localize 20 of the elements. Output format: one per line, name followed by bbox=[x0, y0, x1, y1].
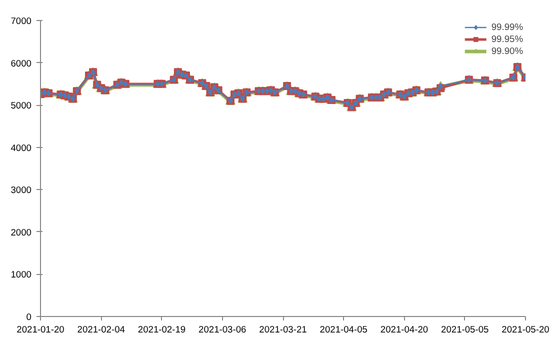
x-tick-label: 2021-04-05 bbox=[320, 324, 368, 334]
x-tick-label: 2021-03-06 bbox=[198, 324, 246, 334]
x-tick-label: 2021-01-20 bbox=[16, 324, 64, 334]
y-tick-label: 2000 bbox=[10, 227, 32, 238]
legend-label: 99.99% bbox=[491, 22, 523, 32]
y-tick-label: 5000 bbox=[10, 100, 32, 111]
y-tick-label: 6000 bbox=[10, 58, 32, 68]
legend-label: 99.90% bbox=[491, 46, 523, 56]
y-tick-label: 7000 bbox=[10, 16, 32, 26]
x-tick-label: 2021-04-20 bbox=[380, 324, 428, 334]
x-tick-label: 2021-05-20 bbox=[502, 324, 550, 334]
y-tick-label: 4000 bbox=[10, 142, 32, 153]
y-tick-label: 3000 bbox=[10, 185, 32, 196]
x-tick-label: 2021-02-19 bbox=[138, 324, 186, 334]
legend-label: 99.95% bbox=[491, 34, 523, 44]
y-tick-label: 0 bbox=[26, 312, 32, 322]
x-tick-label: 2021-02-04 bbox=[77, 324, 125, 334]
x-tick-label: 2021-05-05 bbox=[441, 324, 489, 334]
x-tick-label: 2021-03-21 bbox=[259, 324, 307, 334]
y-tick-label: 1000 bbox=[10, 270, 32, 280]
